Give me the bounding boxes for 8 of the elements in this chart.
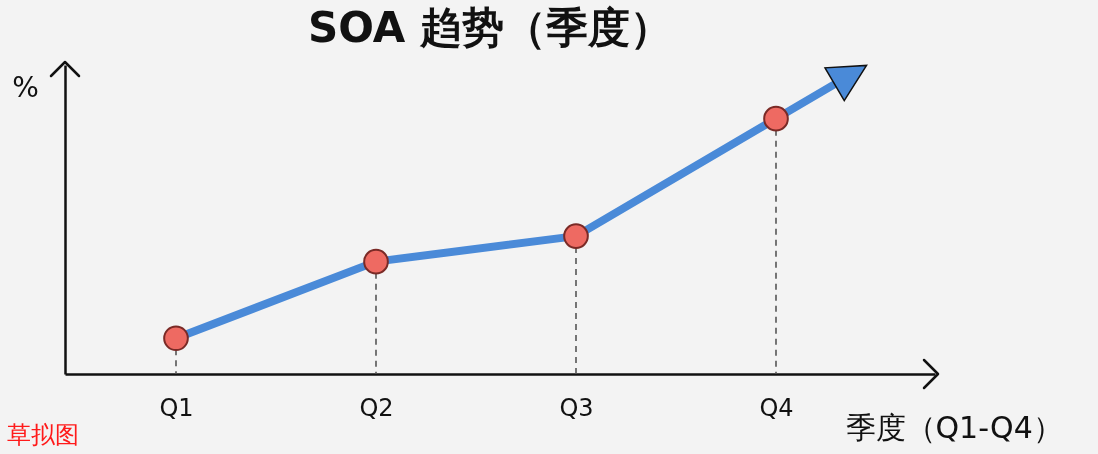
text: 草拟图 [7, 421, 79, 449]
x-tick-label: Q3 [559, 393, 594, 422]
chart-title: SOA 趋势（季度） [308, 2, 672, 52]
y-axis-title: % [12, 70, 39, 104]
x-tick-label: Q4 [759, 393, 794, 422]
x-axis-title: 季度（Q1-Q4） [845, 409, 1063, 445]
x-tick-label: Q2 [359, 393, 394, 422]
x-tick-label: Q1 [159, 393, 194, 422]
